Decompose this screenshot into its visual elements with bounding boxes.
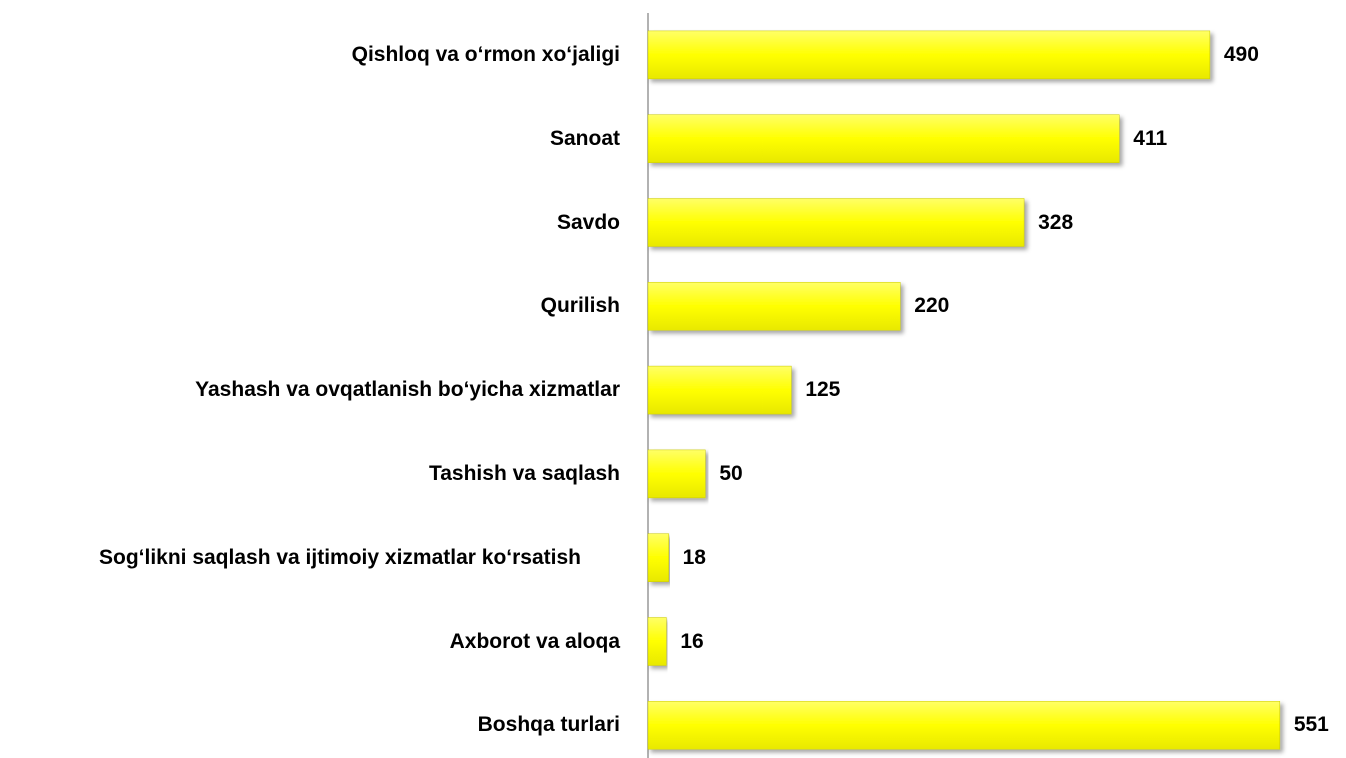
category-label: Axborot va aloqa xyxy=(449,629,620,653)
category-label: Qurilish xyxy=(540,294,620,318)
bar xyxy=(647,617,667,666)
value-label: 551 xyxy=(1293,713,1329,737)
bar xyxy=(647,282,901,331)
value-label: 50 xyxy=(719,461,743,485)
value-label: 125 xyxy=(805,378,841,402)
bar xyxy=(647,198,1025,247)
category-label: Sanoat xyxy=(549,126,620,150)
category-label: Boshqa turlari xyxy=(477,713,620,737)
bar xyxy=(647,449,706,499)
bar xyxy=(647,30,1211,80)
category-label: Tashish va saqlash xyxy=(428,461,620,485)
value-label: 18 xyxy=(682,545,706,569)
bar xyxy=(647,365,792,415)
category-label: Sog‘likni saqlash va ijtimoiy xizmatlar … xyxy=(98,545,581,569)
value-label: 16 xyxy=(680,629,704,653)
bar xyxy=(647,533,669,582)
value-label: 411 xyxy=(1133,126,1168,150)
bar xyxy=(647,114,1120,163)
bar xyxy=(647,701,1281,750)
value-label: 490 xyxy=(1223,42,1259,66)
value-label: 328 xyxy=(1038,210,1074,234)
category-label: Yashash va ovqatlanish bo‘yicha xizmatla… xyxy=(195,378,620,402)
value-label: 220 xyxy=(914,294,950,318)
category-label: Savdo xyxy=(556,210,620,234)
category-label: Qishloq va o‘rmon xo‘jaligi xyxy=(351,42,620,66)
